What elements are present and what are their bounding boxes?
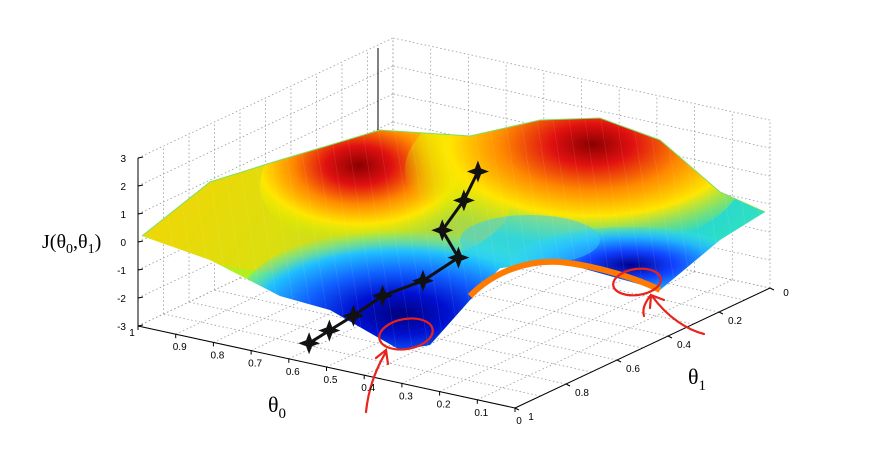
z-tick-label: -3 [117,322,126,333]
z-tick-label: -1 [117,266,126,277]
x-tick-label: 0.3 [399,391,413,402]
y-tick-label: 1 [528,412,534,423]
descent-step-marker [371,284,394,307]
x-tick-label: 0 [516,416,522,427]
descent-step-marker [452,189,475,212]
surface-edge [141,117,766,237]
gradient-descent-path [298,160,489,355]
local-minimum-arrow [642,293,706,336]
y-axis-ticks: 0 0.2 0.4 0.6 0.8 1 [514,287,789,423]
x-tick-label: 0.2 [437,400,451,411]
descent-step-marker [318,319,341,342]
x-tick-label: 0.5 [324,375,338,386]
descent-step-marker [411,269,434,292]
z-tick-label: 0 [120,238,126,249]
cost-surface [142,118,765,350]
surface-ridge [467,258,662,299]
y-tick-label: 0.2 [728,316,742,327]
descent-step-marker [431,219,454,242]
x-axis-label: θ0 [268,392,286,422]
descent-step-marker [298,332,321,355]
y-tick-label: 0.4 [677,340,691,351]
x-tick-label: 0.8 [210,350,224,361]
x-tick-label: 0.6 [286,367,300,378]
local-minimum-circle [612,267,662,297]
z-axis-ticks: 3 2 1 0 -1 -2 -3 [117,154,144,333]
x-axis-ticks: 1 0.9 0.8 0.7 0.6 0.5 0.4 0.3 0.2 0.1 0 [129,326,522,427]
descent-step-marker [447,246,470,269]
minimum-annotations [364,267,706,414]
z-tick-label: 3 [120,154,126,165]
descent-step-marker [342,304,365,327]
y-tick-label: 0.6 [626,364,640,375]
z-tick-label: 2 [120,182,126,193]
x-tick-label: 0.9 [173,342,187,353]
z-axis-label: J(θ0,θ1) [42,231,101,257]
x-tick-label: 0.1 [474,408,488,419]
global-minimum-arrow [364,347,390,414]
descent-step-marker [466,160,489,183]
z-tick-label: 1 [120,210,126,221]
x-tick-label: 0.7 [248,359,262,370]
z-tick-label: -2 [117,294,126,305]
x-tick-label: 0.4 [361,383,375,394]
y-axis-label: θ1 [688,364,706,394]
y-tick-label: 0 [783,288,789,299]
global-minimum-circle [378,317,434,351]
x-tick-label: 1 [129,328,135,339]
y-tick-label: 0.8 [575,388,589,399]
